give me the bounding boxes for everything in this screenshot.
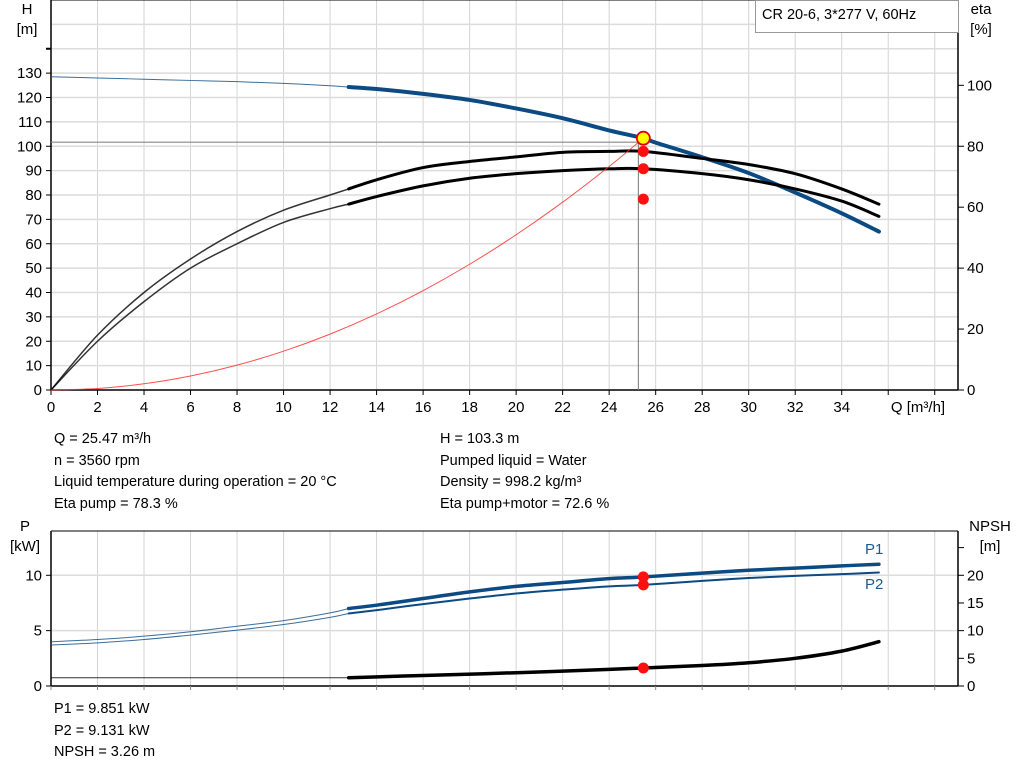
x-tick-label: 12 xyxy=(322,399,339,416)
x-tick-label: 28 xyxy=(694,399,711,416)
series-eta_pump-line xyxy=(347,149,881,206)
info-p1: P1 = 9.851 kW xyxy=(54,701,150,717)
y2-tick-label: 5 xyxy=(967,650,975,667)
y-tick-label: 50 xyxy=(25,260,42,277)
info-density: Density = 998.2 kg/m³ xyxy=(440,474,582,490)
series-H-line xyxy=(346,85,881,234)
y-axis-unit: [m] xyxy=(17,21,38,38)
y2-tick-label: 15 xyxy=(967,595,984,612)
y-tick-label: 110 xyxy=(18,114,42,131)
y2-tick-label: 60 xyxy=(967,199,984,216)
y-tick-label: 80 xyxy=(25,187,42,204)
info-q: Q = 25.47 m³/h xyxy=(54,431,152,447)
y2-tick-label: 40 xyxy=(967,260,984,277)
y-tick-label: 20 xyxy=(25,333,42,350)
x-tick-label: 8 xyxy=(233,399,241,416)
operating-point-npsh-marker xyxy=(637,662,649,674)
x-tick-label: 16 xyxy=(415,399,432,416)
x-tick-label: 18 xyxy=(461,399,478,416)
y2-tick-label: 10 xyxy=(967,623,984,640)
info-pumped-liquid: Pumped liquid = Water xyxy=(440,452,587,469)
x-tick-label: 26 xyxy=(647,399,664,416)
y-tick-label: 130 xyxy=(17,65,42,82)
info-top-right: H = 103.3 m Pumped liquid = Water Densit… xyxy=(440,429,609,515)
series-P2-thin-line xyxy=(50,612,349,646)
series-eta_pump-thin-line xyxy=(50,188,349,391)
info-npsh: NPSH = 3.26 m xyxy=(54,744,156,760)
y-tick-label: 40 xyxy=(25,285,42,302)
y2-tick-label: 100 xyxy=(967,77,992,94)
y2-tick-label: 20 xyxy=(967,321,984,338)
y-tick-label: 70 xyxy=(25,211,42,228)
info-liquid-temp: Liquid temperature during operation = 20… xyxy=(54,474,337,490)
series-eta_pump_motor-thin-line xyxy=(50,203,349,391)
info-p2: P2 = 9.131 kW xyxy=(54,722,150,739)
info-n: n = 3560 rpm xyxy=(54,452,140,469)
y2-axis-label: NPSH xyxy=(969,518,1011,535)
x-tick-label: 20 xyxy=(508,399,525,416)
y-tick-label: 5 xyxy=(34,623,42,640)
y-tick-label: 90 xyxy=(25,163,42,180)
series-P1-line xyxy=(346,562,881,611)
y2-tick-label: 80 xyxy=(967,138,984,155)
y-tick-label: 60 xyxy=(25,236,42,253)
x-tick-label: 32 xyxy=(787,399,804,416)
operating-point-p2-marker xyxy=(637,579,649,591)
info-bottom: P1 = 9.851 kW P2 = 9.131 kW NPSH = 3.26 … xyxy=(54,699,155,764)
y2-tick-label: 0 xyxy=(967,678,975,695)
info-eta-pump-motor: Eta pump+motor = 72.6 % xyxy=(440,495,610,512)
info-eta-pump: Eta pump = 78.3 % xyxy=(54,495,178,512)
y-axis-label: P xyxy=(20,518,30,535)
x-tick-label: 10 xyxy=(275,399,292,416)
x-axis-label: Q [m³/h] xyxy=(891,399,945,416)
info-top-left: Q = 25.47 m³/h n = 3560 rpm Liquid tempe… xyxy=(54,429,337,515)
operating-point-eta-pump-motor-marker xyxy=(637,163,649,175)
y2-tick-label: 20 xyxy=(967,567,984,584)
series-label-p2: P2 xyxy=(865,576,883,593)
y-tick-label: 0 xyxy=(34,678,42,695)
y-tick-label: 100 xyxy=(17,138,42,155)
series-system-line xyxy=(50,137,644,391)
y-tick-label: 10 xyxy=(25,567,42,584)
x-tick-label: 4 xyxy=(140,399,148,416)
series-H-thin-line xyxy=(50,76,349,88)
series-P1-thin-line xyxy=(50,608,349,643)
x-tick-label: 6 xyxy=(186,399,194,416)
operating-point-p1-marker xyxy=(637,571,649,583)
y-axis-unit: [kW] xyxy=(10,538,40,555)
y-tick-label: 30 xyxy=(25,309,42,326)
series-eta_pump_motor-line xyxy=(347,166,881,218)
series-NPSH-line xyxy=(346,639,881,680)
series-label-p1: P1 xyxy=(865,541,883,558)
y2-axis-unit: [m] xyxy=(980,538,1001,555)
y-tick-label: 120 xyxy=(17,90,42,107)
operating-point-marker xyxy=(635,130,651,146)
y2-axis-label: eta xyxy=(971,1,993,18)
y2-axis-unit: [%] xyxy=(970,21,992,38)
operating-point-eta-pump-marker xyxy=(637,145,649,157)
y-tick-label: 0 xyxy=(34,382,42,399)
x-tick-label: 30 xyxy=(740,399,757,416)
info-h: H = 103.3 m xyxy=(440,431,520,447)
x-tick-label: 14 xyxy=(368,399,385,416)
series-P2-line xyxy=(347,571,880,615)
x-tick-label: 34 xyxy=(833,399,850,416)
x-tick-label: 0 xyxy=(47,399,55,416)
x-tick-label: 2 xyxy=(93,399,101,416)
legend-title: CR 20-6, 3*277 V, 60Hz xyxy=(762,7,916,23)
x-tick-label: 22 xyxy=(554,399,571,416)
x-tick-label: 24 xyxy=(601,399,618,416)
legend-box xyxy=(755,0,959,33)
operating-point-eta-pump-marker xyxy=(637,193,649,205)
y2-tick-label: 0 xyxy=(967,382,975,399)
y-tick-label: 10 xyxy=(25,358,42,375)
y-axis-label: H xyxy=(22,1,33,18)
